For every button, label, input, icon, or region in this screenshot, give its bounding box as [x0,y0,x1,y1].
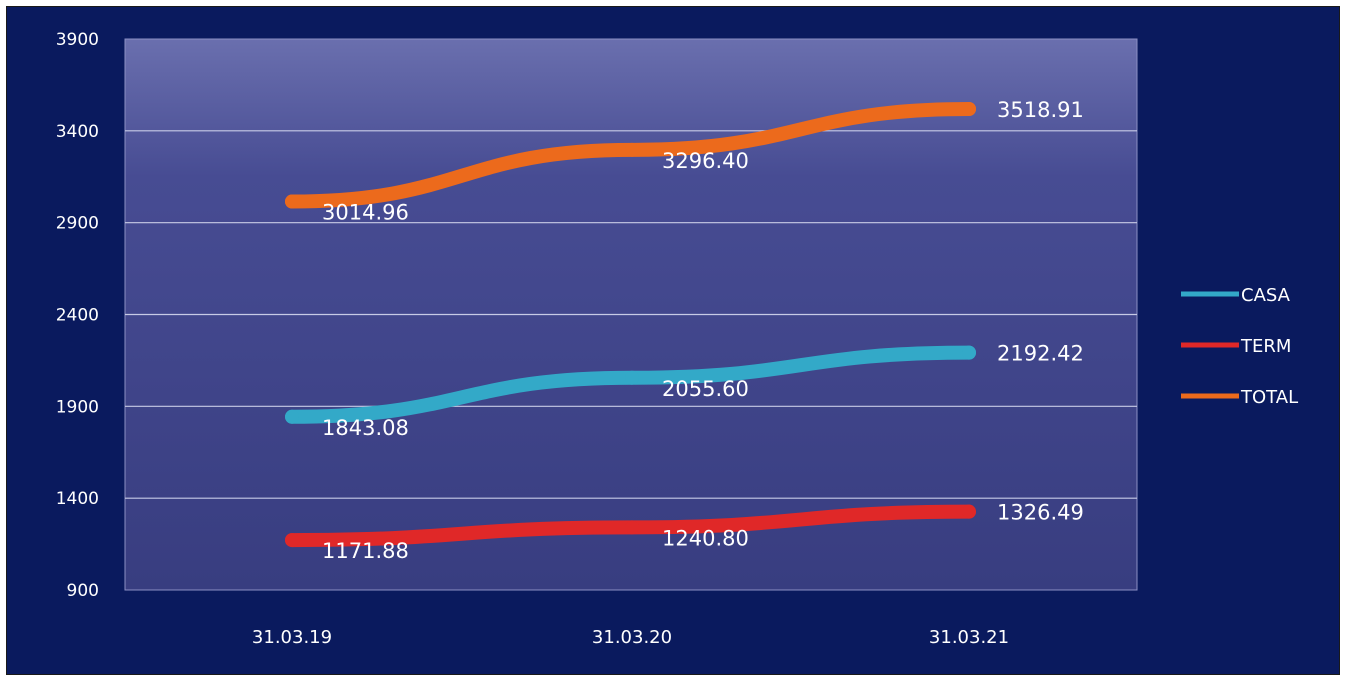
legend-label-term: TERM [1240,336,1291,357]
data-point-casa [625,370,639,385]
legend-label-total: TOTAL [1240,387,1298,408]
x-tick-label: 31.03.21 [929,627,1009,648]
data-point-casa [962,345,976,360]
data-point-total [962,101,976,116]
data-label-term: 1240.80 [662,526,749,550]
data-point-total [285,194,299,209]
data-label-total: 3014.96 [322,201,409,225]
data-label-casa: 2192.42 [997,342,1084,366]
legend-label-casa: CASA [1241,285,1291,306]
data-point-casa [285,409,299,424]
y-tick-label: 3400 [56,122,99,142]
y-tick-label: 2400 [56,306,99,326]
line-chart: 3900 3400 2900 2400 1900 1400 900 31.03.19 31.0… [56,30,1298,648]
data-label-term: 1326.49 [997,501,1084,525]
data-label-total: 3518.91 [997,98,1084,122]
data-label-casa: 2055.60 [662,377,749,401]
y-tick-label: 3900 [56,30,99,50]
data-point-term [285,533,299,548]
data-point-term [962,504,976,519]
data-point-total [625,142,639,157]
data-label-total: 3296.40 [662,149,749,173]
chart-frame: 3900 3400 2900 2400 1900 1400 900 31.03.19 31.0… [6,6,1340,675]
x-tick-label: 31.03.19 [252,627,332,648]
data-point-term [625,520,639,535]
data-label-term: 1171.88 [322,539,409,563]
y-tick-label: 900 [67,581,99,601]
y-tick-label: 1400 [56,489,99,509]
x-tick-label: 31.03.20 [592,627,672,648]
y-tick-label: 2900 [56,214,99,234]
data-label-casa: 1843.08 [322,416,409,440]
y-tick-label: 1900 [56,397,99,417]
